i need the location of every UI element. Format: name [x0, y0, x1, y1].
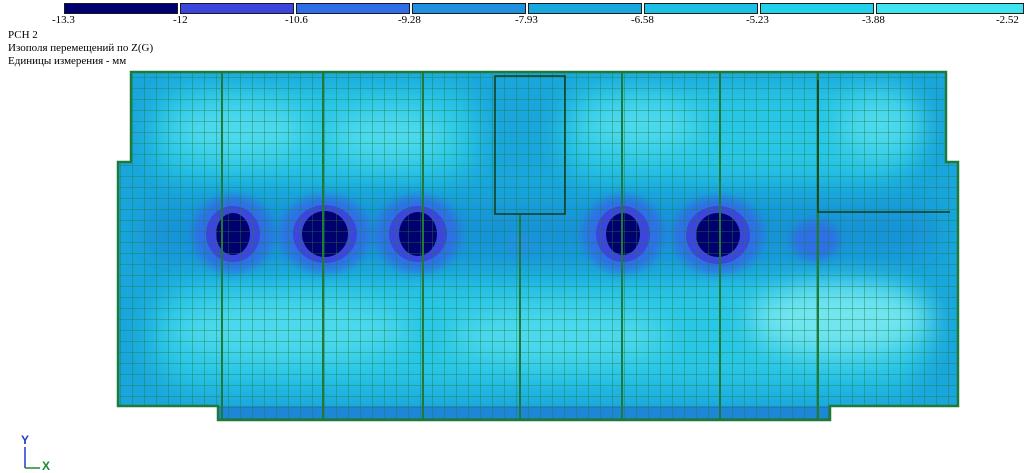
units-label: Единицы измерения - мм [8, 55, 127, 67]
legend-swatch-7 [760, 3, 874, 14]
legend-tick: -13.3 [52, 14, 75, 26]
legend-tick: -6.58 [631, 14, 654, 26]
legend-tick: -10.6 [285, 14, 308, 26]
legend-tick: -2.52 [996, 14, 1019, 26]
legend-swatch-2 [180, 3, 294, 14]
opening-outline [817, 80, 950, 213]
legend-swatch-3 [296, 3, 410, 14]
axis-indicator: Y X [21, 433, 50, 473]
field-title: Изополя перемещений по Z(G) [8, 42, 154, 54]
result-info: РСН 2 Изополя перемещений по Z(G) Единиц… [8, 29, 153, 68]
load-case-label: РСН 2 [8, 29, 38, 41]
slab-outline [116, 70, 960, 422]
legend-tick: -7.93 [515, 14, 538, 26]
x-axis-label: X [42, 459, 50, 473]
opening-outline [494, 75, 566, 215]
y-axis-label: Y [21, 433, 29, 447]
fe-mesh [118, 72, 958, 420]
legend-swatch-1 [64, 3, 178, 14]
legend-tick: -5.23 [746, 14, 769, 26]
legend-swatch-6 [644, 3, 758, 14]
legend-swatch-5 [528, 3, 642, 14]
legend-tick: -3.88 [862, 14, 885, 26]
legend-swatch-4 [412, 3, 526, 14]
legend-tick: -12 [173, 14, 188, 26]
legend-tick: -9.28 [398, 14, 421, 26]
slab-contour-fill [118, 72, 958, 420]
